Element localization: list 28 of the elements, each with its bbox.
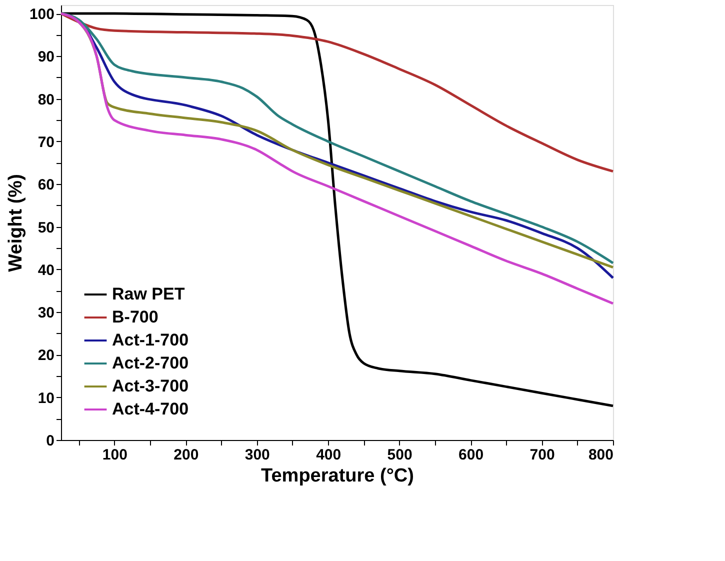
x-tick-label: 400 [316,446,342,464]
y-tick-label: 70 [38,134,54,151]
x-tick-label: 800 [588,446,614,464]
y-tick-label: 40 [38,262,54,279]
line-series [60,12,614,173]
legend-label: Act-4-700 [112,400,189,418]
x-tick-label: 500 [387,446,412,464]
x-tick-label: 700 [530,446,555,464]
y-tick-label: 80 [38,91,54,108]
y-tick-label: 10 [38,390,54,407]
y-tick-label: 30 [38,304,54,322]
legend-label: Act-2-700 [112,354,189,372]
y-tick-label: 50 [38,219,54,236]
x-tick-label: 600 [458,446,484,464]
x-tick-label: 300 [244,446,270,464]
y-tick-label: 90 [38,48,54,66]
y-tick-label: 20 [38,347,54,364]
x-axis-title: Temperature (°C) [261,466,414,486]
legend-label: Raw PET [112,284,186,304]
legend-label: Act-1-700 [112,330,189,350]
legend-label: B-700 [112,308,158,326]
x-tick-label: 200 [174,446,199,464]
y-axis-title: Weight (%) [5,174,26,272]
y-tick-label: 100 [29,6,54,24]
y-tick-label: 60 [38,176,54,194]
y-tick-label: 0 [46,432,54,450]
legend-label: Act-3-700 [112,376,189,396]
x-tick-label: 100 [102,446,128,464]
